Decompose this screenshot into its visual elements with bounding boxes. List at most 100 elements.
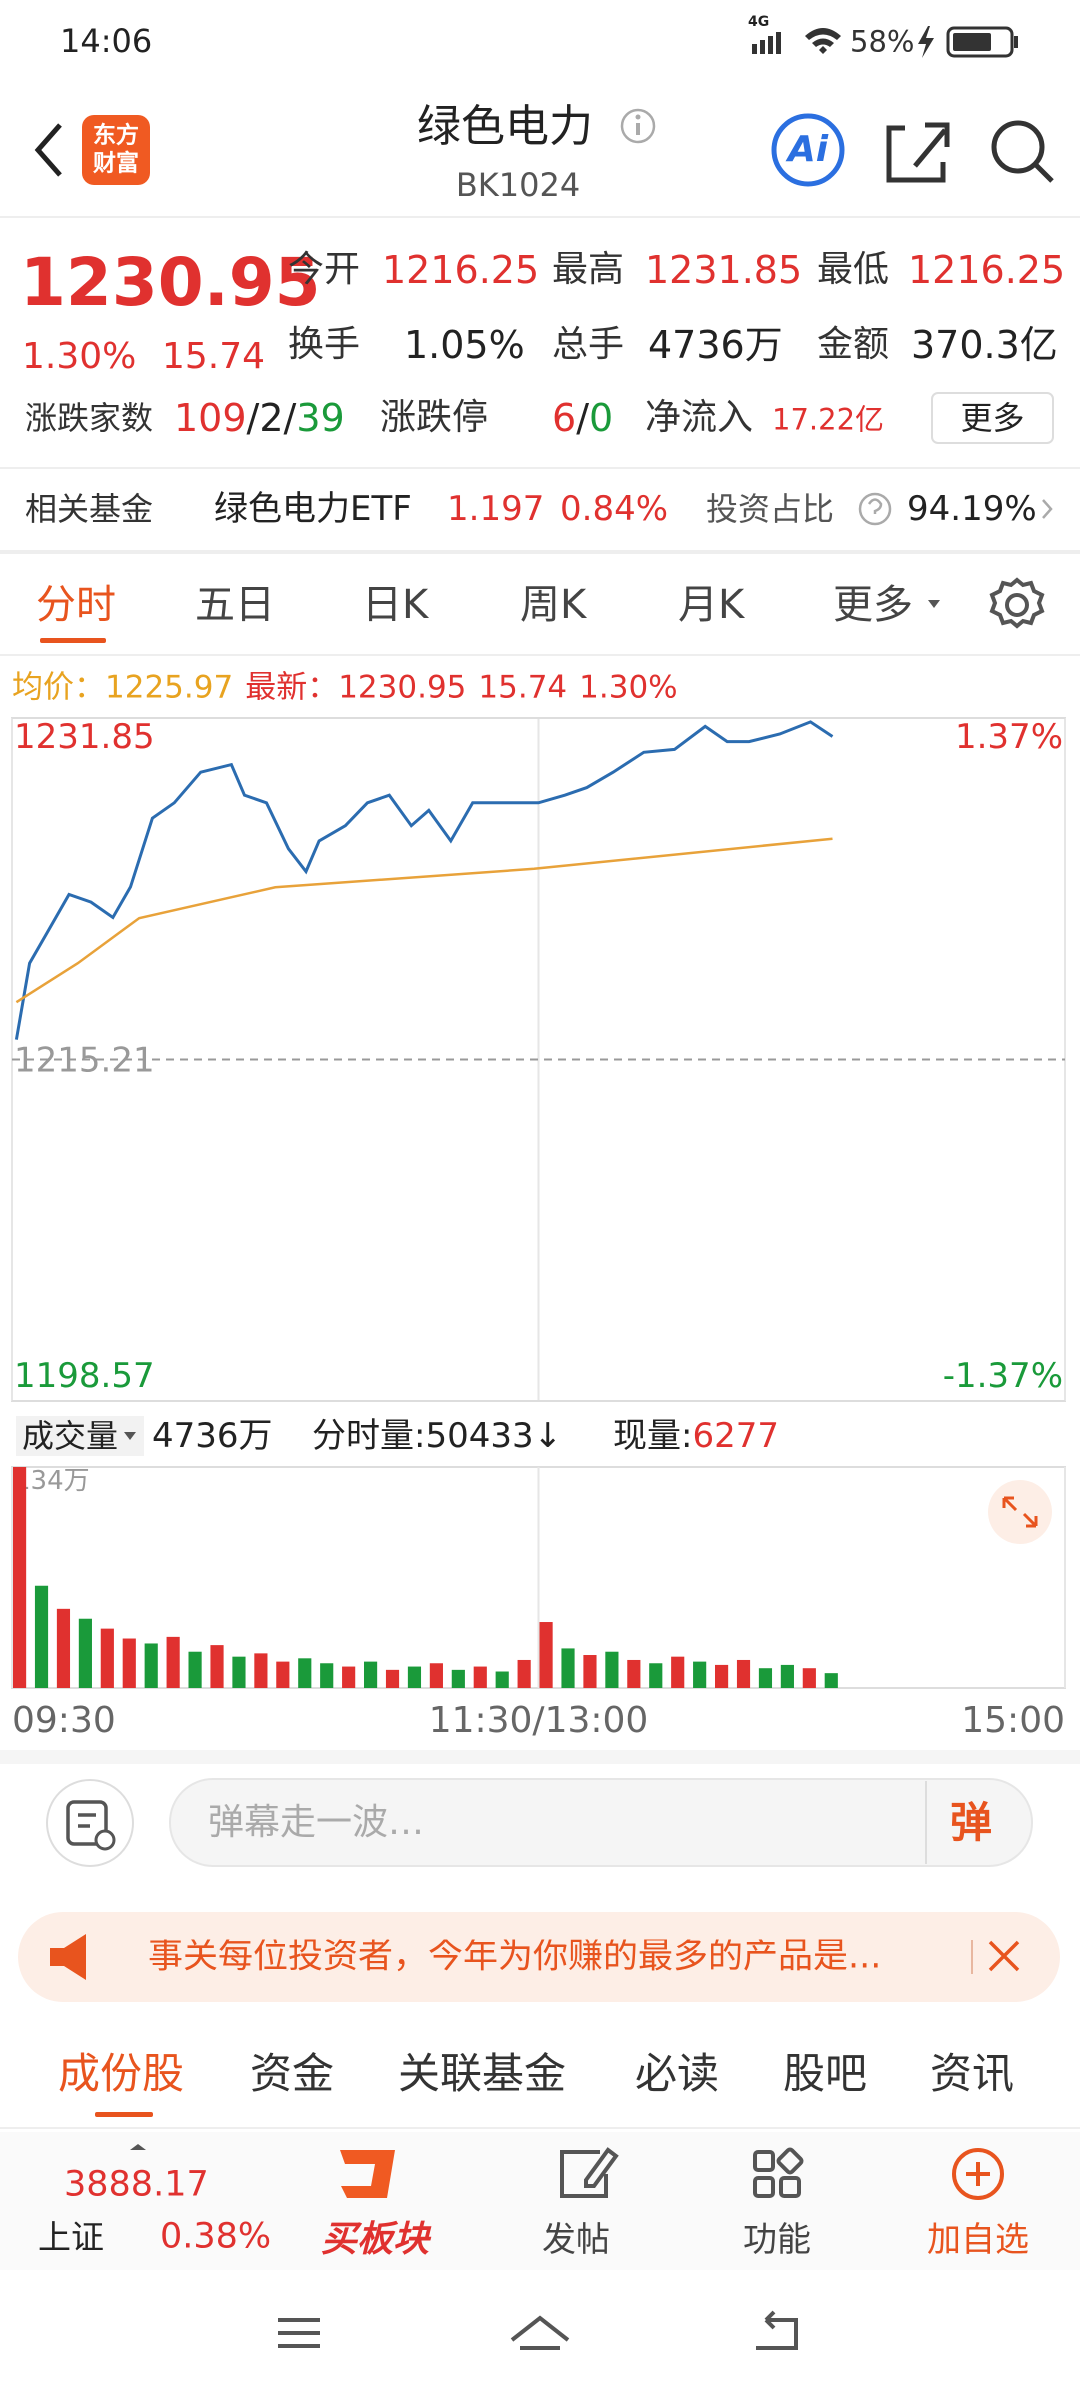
- info-icon: [620, 108, 656, 144]
- divider: [0, 216, 1080, 218]
- series-line: [14, 720, 834, 1040]
- buy-sector-logo[interactable]: [340, 2150, 395, 2198]
- volume-bar: [671, 1656, 685, 1688]
- limit-down: 0: [589, 396, 614, 440]
- nav-item[interactable]: 发帖: [542, 2220, 610, 2260]
- caret: [130, 2144, 146, 2150]
- volume-bar: [780, 1664, 794, 1688]
- volume-bar: [715, 1664, 729, 1688]
- tab[interactable]: 分时: [36, 582, 116, 628]
- minute-volume-value: 50433↓: [425, 1416, 563, 1456]
- volume-bar: [517, 1659, 531, 1688]
- back-button[interactable]: [756, 2310, 798, 2350]
- last: 1230.95: [338, 669, 467, 706]
- series-line: [15, 837, 833, 1004]
- volume-selector-label[interactable]: 成交量: [22, 1417, 119, 1455]
- index-name[interactable]: 上证: [38, 2217, 104, 2257]
- volume-bar: [320, 1663, 334, 1688]
- stat-value: 1216.25: [908, 248, 1066, 292]
- info-line: 均价： 1225.97 最新： 1230.95 15.74 1.30%: [12, 669, 678, 706]
- ratio: 94.19%: [907, 489, 1037, 529]
- more-label[interactable]: 更多: [960, 399, 1025, 437]
- volume-bar: [802, 1668, 816, 1688]
- tab[interactable]: 日K: [362, 582, 429, 628]
- expand-icon[interactable]: [988, 1480, 1052, 1544]
- megaphone-icon: [50, 1934, 86, 1980]
- section-tab[interactable]: 必读: [635, 2049, 720, 2098]
- flat-count: 2: [259, 396, 284, 440]
- change: 15.74: [162, 336, 266, 377]
- now-volume-label: 现量:: [613, 1416, 693, 1456]
- section-tab[interactable]: 资讯: [930, 2049, 1015, 2098]
- volume-bar: [583, 1655, 597, 1688]
- fund-name[interactable]: 绿色电力ETF: [214, 489, 412, 529]
- network: 4G: [748, 14, 770, 30]
- back-icon[interactable]: [34, 123, 62, 177]
- logo: [82, 115, 150, 185]
- logo-text: 东方财富: [93, 122, 139, 176]
- dropdown-icon[interactable]: [124, 1432, 136, 1440]
- avg: 1225.97: [105, 669, 234, 706]
- section-tab[interactable]: 股吧: [783, 2049, 868, 2098]
- nav-item[interactable]: 买板块: [320, 2219, 429, 2260]
- share-icon[interactable]: [886, 122, 950, 183]
- ai-label[interactable]: Ai: [787, 129, 829, 170]
- post-icon[interactable]: [560, 2147, 619, 2198]
- nav-item[interactable]: 加自选: [927, 2220, 1029, 2260]
- dropdown-icon[interactable]: [928, 600, 940, 608]
- close-icon[interactable]: [988, 1940, 1020, 1972]
- section-tab[interactable]: 关联基金: [398, 2049, 567, 2098]
- now-volume: 现量:6277: [613, 1419, 779, 1453]
- volume-bar: [561, 1648, 575, 1688]
- divider: [0, 550, 1080, 554]
- tab-underline: [95, 2112, 153, 2117]
- banner[interactable]: [18, 1912, 1060, 2002]
- y-tick-label: 1215.21: [14, 1041, 155, 1081]
- volume-bar: [539, 1622, 553, 1688]
- fund-price: 1.197: [447, 489, 545, 529]
- nav-item[interactable]: 功能: [743, 2220, 811, 2260]
- stat-value: 1231.85: [645, 248, 803, 292]
- danmaku-button[interactable]: 弹: [950, 1798, 993, 1847]
- code: BK1024: [455, 166, 581, 204]
- volume-bar: [13, 1467, 27, 1688]
- divider: [0, 1750, 1080, 1764]
- bottom-nav-bg: [0, 2132, 1080, 2270]
- volume-bar: [407, 1666, 422, 1688]
- status-icons: [752, 26, 1018, 58]
- volume-bar: [649, 1663, 663, 1688]
- volume-bar: [298, 1658, 312, 1688]
- stat-value: 1.05%: [404, 323, 525, 367]
- volume-selector[interactable]: [16, 1416, 144, 1456]
- home-button[interactable]: [510, 2315, 570, 2350]
- index-pct[interactable]: 0.38%: [160, 2216, 272, 2257]
- volume-bar: [605, 1651, 619, 1688]
- index-value[interactable]: 3888.17: [64, 2164, 209, 2205]
- search-icon[interactable]: [991, 120, 1054, 183]
- more-button[interactable]: [931, 392, 1054, 444]
- menu-button[interactable]: [278, 2318, 320, 2348]
- volume-total: 4736万: [152, 1416, 273, 1456]
- divider: [0, 654, 1080, 656]
- note-icon[interactable]: [46, 1779, 134, 1867]
- section-tab[interactable]: 成份股: [58, 2049, 185, 2098]
- function-icon[interactable]: [753, 2147, 804, 2198]
- banner-text[interactable]: 事关每位投资者，今年为你赚的最多的产品是...: [148, 1939, 882, 1975]
- tab[interactable]: 五日: [195, 582, 275, 628]
- ai-button[interactable]: [771, 113, 845, 187]
- tab[interactable]: 月K: [678, 582, 745, 628]
- fund-label: 相关基金: [25, 490, 154, 528]
- add-icon[interactable]: [952, 2148, 1004, 2200]
- section-tab[interactable]: 资金: [250, 2049, 335, 2098]
- comment-input[interactable]: [169, 1778, 1033, 1867]
- x-tick-label: 15:00: [961, 1700, 1065, 1741]
- tab[interactable]: 更多: [833, 582, 913, 628]
- minute-volume-label: 分时量:: [312, 1416, 426, 1456]
- settings-icon[interactable]: [989, 577, 1045, 629]
- tab[interactable]: 周K: [520, 582, 587, 628]
- volume-bar: [758, 1668, 773, 1688]
- stat-label: 总手: [552, 324, 625, 365]
- comment-placeholder[interactable]: 弹幕走一波…: [208, 1802, 425, 1843]
